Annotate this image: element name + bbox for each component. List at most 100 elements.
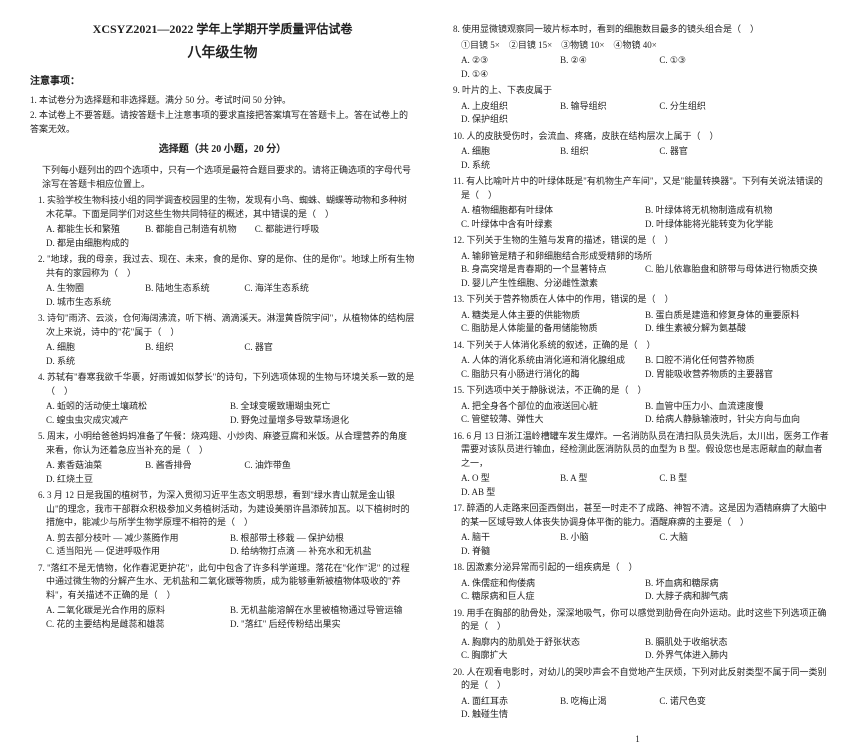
q10: 10. 人的皮肤受伤时，会流血、疼痛，皮肤在结构层次上属于（ ） — [453, 130, 830, 144]
q8: 8. 使用显微镜观察同一玻片标本时，看到的细胞数目最多的镜头组合是（ ） — [453, 23, 830, 37]
q16c: C. B 型 — [659, 472, 740, 486]
q6: 6. 3 月 12 日是我国的植树节，为深入贯彻习近平生态文明思想，看到"绿水青… — [38, 489, 415, 530]
q1: 1. 实验学校生物科技小组的同学调查校园里的生物，发现有小鸟、蜘蛛、蝴蝶等动物和… — [38, 194, 415, 221]
q4a: A. 蚯蚓的活动使土壤疏松 — [46, 400, 212, 414]
q17-options: A. 脑干 B. 小脑 C. 大脑 D. 脊髓 — [461, 531, 830, 558]
right-column: 8. 使用显微镜观察同一玻片标本时，看到的细胞数目最多的镜头组合是（ ） ①目镜… — [445, 20, 830, 588]
q15a: A. 把全身各个部位的血液送回心脏 — [461, 400, 627, 414]
q18b: B. 坏血病和糖尿病 — [645, 577, 811, 591]
q14c: C. 脂肪只有小肠进行消化的酶 — [461, 368, 627, 382]
q7-options: A. 二氧化碳是光合作用的原料 B. 无机盐能溶解在水里被植物通过导管运输 C.… — [46, 604, 415, 631]
q6-options: A. 剪去部分枝叶 — 减少蒸腾作用 B. 根部带土移栽 — 保护幼根 C. 适… — [46, 532, 415, 559]
q11-options: A. 植物细胞都有叶绿体 B. 叶绿体将无机物制造成有机物 C. 叶绿体中含有叶… — [461, 204, 830, 231]
q19-options: A. 胸廓内的肋肌处于舒张状态 B. 膈肌处于收缩状态 C. 胸廓扩大 D. 外… — [461, 636, 830, 663]
q11: 11. 有人比喻叶片中的叶绿体既是"有机物生产车间"，又是"能量转换器"。下列有… — [453, 175, 830, 202]
q10d: D. 系统 — [461, 159, 542, 173]
q7b: B. 无机盐能溶解在水里被植物通过导管运输 — [230, 604, 403, 618]
q17: 17. 醉酒的人走路来回歪西倒出，甚至一时走不了成路、神智不清。这是因为酒精麻痹… — [453, 502, 830, 529]
q2b: B. 陆地生态系统 — [145, 282, 226, 296]
q16b: B. A 型 — [560, 472, 641, 486]
q13b: B. 蛋白质是建造和修复身体的重要原料 — [645, 309, 811, 323]
q9-options: A. 上皮组织 B. 输导组织 C. 分生组织 D. 保护组织 — [461, 100, 830, 127]
section1-title: 选择题（共 20 小题，20 分） — [30, 142, 415, 158]
q6d: D. 给纳物打点滴 — 补充水和无机盐 — [230, 545, 396, 559]
q8d: D. ①④ — [461, 68, 542, 82]
q11a: A. 植物细胞都有叶绿体 — [461, 204, 627, 218]
q11d: D. 叶绿体能将光能转变为化学能 — [645, 218, 811, 232]
q17d: D. 脊髓 — [461, 545, 542, 559]
q16: 16. 6 月 13 日浙江温岭槽罐车发生爆炸。一名消防队员在清扫队员失洗后，太… — [453, 430, 830, 471]
q10c: C. 器官 — [659, 145, 740, 159]
q5b: B. 酱香排骨 — [145, 459, 226, 473]
q1b: B. 都能自己制造有机物 — [145, 223, 237, 237]
q5: 5. 周末，小明给爸爸妈妈准备了午餐：烧鸡翅、小炒肉、麻婆豆腐和米饭。从合理营养… — [38, 430, 415, 457]
q6a: A. 剪去部分枝叶 — 减少蒸腾作用 — [46, 532, 212, 546]
q11b: B. 叶绿体将无机物制造成有机物 — [645, 204, 811, 218]
q1c: C. 都能进行呼吸 — [255, 223, 336, 237]
q9b: B. 输导组织 — [560, 100, 641, 114]
q6c: C. 适当阳光 — 促进呼吸作用 — [46, 545, 212, 559]
q5-options: A. 素香菇油菜 B. 酱香排骨 C. 油炸带鱼 D. 红烧土豆 — [46, 459, 415, 486]
q14: 14. 下列关于人体消化系统的叙述，正确的是（ ） — [453, 339, 830, 353]
q17c: C. 大脑 — [659, 531, 740, 545]
q8c: C. ①③ — [659, 54, 740, 68]
q7d: D. "落红" 后经传粉结出果实 — [230, 618, 396, 632]
q9a: A. 上皮组织 — [461, 100, 542, 114]
q20a: A. 面红耳赤 — [461, 695, 542, 709]
q15d: D. 给病人静脉输液时，针尖方向与血向 — [645, 413, 811, 427]
q2d: D. 城市生态系统 — [46, 296, 127, 310]
q8-options: A. ②③ B. ②④ C. ①③ D. ①④ — [461, 54, 830, 81]
q12c: C. 胎儿依靠胎盘和脐带与母体进行物质交换 — [645, 263, 818, 277]
q11c: C. 叶绿体中含有叶绿素 — [461, 218, 627, 232]
q19: 19. 用手在胸部的肋骨处，深深地吸气，你可以感觉到肋骨在向外运动。此时这些下列… — [453, 607, 830, 634]
q8a: A. ②③ — [461, 54, 542, 68]
q4: 4. 苏轼有"春寒我欲千华裹，好雨诚如似梦长"的诗句，下列选项体现的生物与环境关… — [38, 371, 415, 398]
q7a: A. 二氧化碳是光合作用的原料 — [46, 604, 212, 618]
q20d: D. 触碰生情 — [461, 708, 542, 722]
q8b: B. ②④ — [560, 54, 641, 68]
q3: 3. 诗句"雨济、云淡，仓何海阔沸流，听下梢、滴滴溪天。淋湿黄昏院宇间"，从植物… — [38, 312, 415, 339]
q14a: A. 人体的消化系统由消化道和消化腺组成 — [461, 354, 627, 368]
q20b: B. 吃梅止渴 — [560, 695, 641, 709]
q20-options: A. 面红耳赤 B. 吃梅止渴 C. 诺尺色变 D. 触碰生情 — [461, 695, 830, 722]
q3d: D. 系统 — [46, 355, 127, 369]
q5a: A. 素香菇油菜 — [46, 459, 127, 473]
page-number: 1 — [445, 732, 830, 746]
q9c: C. 分生组织 — [659, 100, 740, 114]
q15: 15. 下列选项中关于静脉说法，不正确的是（ ） — [453, 384, 830, 398]
q12d: D. 婴儿产生性细胞、分泌雌性激素 — [461, 277, 627, 291]
q3c: C. 器官 — [244, 341, 325, 355]
q12-options: A. 输卵管是精子和卵细胞结合形成受精卵的场所 B. 身高突增是青春期的一个显著… — [461, 250, 830, 291]
q12b: B. 身高突增是青春期的一个显著特点 — [461, 263, 627, 277]
q1a: A. 都能生长和繁殖 — [46, 223, 127, 237]
q3-options: A. 细胞 B. 组织 C. 器官 D. 系统 — [46, 341, 415, 368]
q7: 7. "落红不是无情物，化作春泥更护花"，此句中包含了许多科学道理。落花在"化作… — [38, 562, 415, 603]
q3a: A. 细胞 — [46, 341, 127, 355]
q9d: D. 保护组织 — [461, 113, 542, 127]
q6b: B. 根部带土移栽 — 保护幼根 — [230, 532, 396, 546]
q15c: C. 管壁较薄、弹性大 — [461, 413, 627, 427]
exam-subtitle: 八年级生物 — [30, 43, 415, 65]
q18c: C. 糖尿病和巨人症 — [461, 590, 627, 604]
q3b: B. 组织 — [145, 341, 226, 355]
q4d: D. 野免过量增多导致草场退化 — [230, 414, 396, 428]
left-column: XCSYZ2021—2022 学年上学期开学质量评估试卷 八年级生物 注意事项：… — [30, 20, 415, 588]
q10-options: A. 细胞 B. 组织 C. 器官 D. 系统 — [461, 145, 830, 172]
q7c: C. 花的主要结构是雌蕊和雄蕊 — [46, 618, 212, 632]
q5d: D. 红烧土豆 — [46, 473, 127, 487]
q18-options: A. 侏儒症和佝偻病 B. 坏血病和糖尿病 C. 糖尿病和巨人症 D. 大脖子病… — [461, 577, 830, 604]
q2-options: A. 生物圈 B. 陆地生态系统 C. 海洋生态系统 D. 城市生态系统 — [46, 282, 415, 309]
q18d: D. 大脖子病和脚气病 — [645, 590, 811, 604]
q8-subopts: ①目镜 5× ②目镜 15× ③物镜 10× ④物镜 40× — [461, 39, 830, 53]
section1-intro: 下列每小题列出的四个选项中，只有一个选项是最符合题目要求的。请将正确选项的字母代… — [42, 164, 415, 191]
q4c: C. 蝗虫虫灾成灾减产 — [46, 414, 212, 428]
q19b: B. 膈肌处于收缩状态 — [645, 636, 811, 650]
q15-options: A. 把全身各个部位的血液送回心脏 B. 血管中压力小、血流速度慢 C. 管壁较… — [461, 400, 830, 427]
q4b: B. 全球变暖致珊瑚虫死亡 — [230, 400, 396, 414]
notice-2: 2. 本试卷上不要答题。请按答题卡上注意事项的要求直接把答案填写在答题卡上。答在… — [30, 109, 415, 136]
q13-options: A. 糖类是人体主要的供能物质 B. 蛋白质是建造和修复身体的重要原料 C. 脂… — [461, 309, 830, 336]
q12a: A. 输卵管是精子和卵细胞结合形成受精卵的场所 — [461, 250, 652, 264]
notice-1: 1. 本试卷分为选择题和非选择题。满分 50 分。考试时间 50 分钟。 — [30, 94, 415, 108]
q13a: A. 糖类是人体主要的供能物质 — [461, 309, 627, 323]
q10b: B. 组织 — [560, 145, 641, 159]
